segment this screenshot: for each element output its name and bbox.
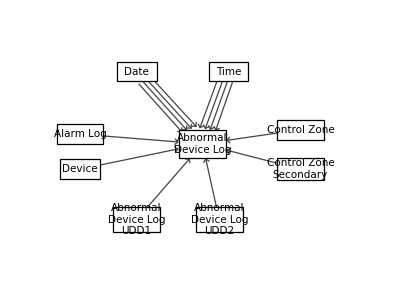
FancyBboxPatch shape	[276, 158, 324, 180]
Text: Abnormal
Device Log
UDD1: Abnormal Device Log UDD1	[108, 203, 166, 236]
Text: Control Zone: Control Zone	[267, 125, 334, 135]
Text: Abnormal
Device Log
UDD2: Abnormal Device Log UDD2	[190, 203, 248, 236]
Text: Device: Device	[62, 164, 98, 174]
FancyBboxPatch shape	[113, 207, 160, 232]
Text: Control Zone
Secondary: Control Zone Secondary	[267, 158, 334, 180]
FancyBboxPatch shape	[196, 207, 243, 232]
FancyBboxPatch shape	[57, 124, 103, 144]
FancyBboxPatch shape	[117, 62, 156, 82]
Text: Alarm Log: Alarm Log	[54, 129, 106, 139]
FancyBboxPatch shape	[179, 130, 226, 158]
FancyBboxPatch shape	[60, 159, 100, 179]
Text: Date: Date	[124, 66, 149, 76]
Text: Time: Time	[216, 66, 241, 76]
FancyBboxPatch shape	[209, 62, 248, 82]
Text: Abnormal
Device Log: Abnormal Device Log	[174, 133, 231, 155]
FancyBboxPatch shape	[276, 120, 324, 140]
